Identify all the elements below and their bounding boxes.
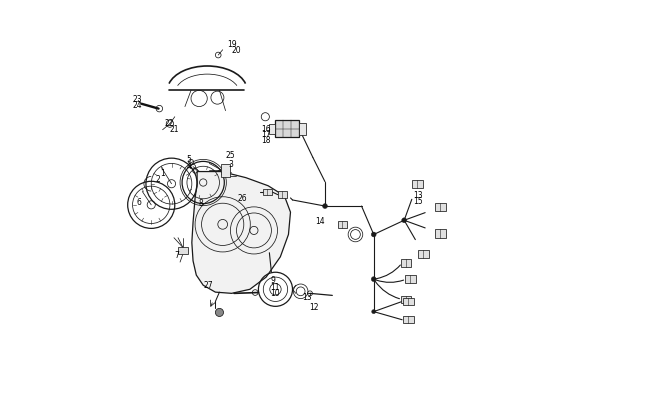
Text: 25: 25 bbox=[226, 150, 235, 159]
Text: 24: 24 bbox=[133, 101, 142, 110]
Bar bbox=[412, 181, 423, 189]
Text: 16: 16 bbox=[261, 124, 271, 133]
Text: 3: 3 bbox=[229, 160, 233, 168]
Bar bbox=[299, 124, 306, 135]
Bar bbox=[435, 230, 446, 238]
Text: 2: 2 bbox=[156, 175, 161, 184]
Text: 13: 13 bbox=[302, 292, 311, 301]
Circle shape bbox=[371, 232, 376, 237]
Text: 27: 27 bbox=[203, 280, 213, 289]
Text: 20: 20 bbox=[231, 46, 241, 55]
Bar bbox=[178, 248, 188, 254]
Bar bbox=[403, 298, 413, 305]
Bar bbox=[278, 192, 287, 198]
Bar bbox=[401, 260, 411, 267]
Bar bbox=[220, 164, 230, 177]
Text: 23: 23 bbox=[133, 95, 142, 104]
Bar bbox=[338, 222, 347, 228]
Text: 19: 19 bbox=[227, 40, 237, 49]
Text: 6: 6 bbox=[136, 198, 141, 207]
Circle shape bbox=[372, 310, 376, 314]
Bar bbox=[405, 276, 415, 283]
Text: 10: 10 bbox=[270, 288, 280, 297]
Text: 22: 22 bbox=[164, 119, 174, 128]
Text: 26: 26 bbox=[238, 194, 248, 203]
Text: 11: 11 bbox=[270, 282, 280, 291]
Text: 18: 18 bbox=[261, 135, 271, 144]
Circle shape bbox=[371, 277, 376, 282]
Circle shape bbox=[215, 309, 224, 317]
Text: 5: 5 bbox=[186, 155, 191, 164]
Text: 17: 17 bbox=[261, 130, 271, 139]
Text: 14: 14 bbox=[315, 216, 324, 225]
Text: 13: 13 bbox=[413, 191, 423, 200]
Text: 7: 7 bbox=[174, 251, 179, 260]
Bar bbox=[269, 124, 276, 134]
Text: 4: 4 bbox=[186, 162, 191, 171]
Bar bbox=[418, 250, 429, 258]
Text: 1: 1 bbox=[160, 169, 164, 178]
Bar bbox=[276, 121, 299, 138]
Text: 8: 8 bbox=[198, 199, 203, 208]
Bar bbox=[435, 204, 446, 212]
Bar bbox=[401, 296, 411, 303]
Text: 9: 9 bbox=[270, 275, 275, 284]
Text: 12: 12 bbox=[309, 303, 318, 311]
Circle shape bbox=[322, 204, 328, 209]
Text: 21: 21 bbox=[170, 125, 179, 134]
Bar bbox=[403, 316, 413, 324]
Bar bbox=[263, 189, 272, 196]
Text: 15: 15 bbox=[413, 197, 423, 206]
Polygon shape bbox=[192, 172, 291, 294]
Circle shape bbox=[402, 218, 407, 223]
